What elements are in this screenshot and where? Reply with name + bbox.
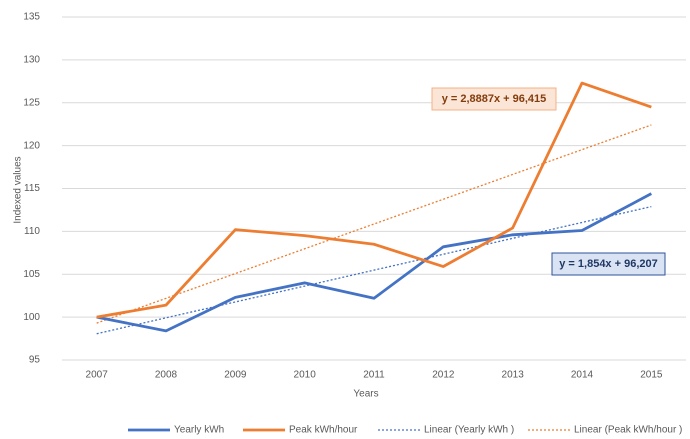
y-tick-label: 115 [24, 183, 40, 194]
series-line [96, 124, 652, 324]
y-tick-label: 95 [29, 355, 41, 366]
y-tick-label: 135 [23, 12, 40, 23]
annotation-box [431, 87, 557, 111]
legend-label: Yearly kWh [174, 425, 224, 436]
y-tick-label: 120 [23, 140, 40, 151]
x-tick-label: 2012 [432, 370, 455, 381]
series-line [96, 205, 652, 335]
x-tick-label: 2009 [224, 370, 247, 381]
legend-label: Peak kWh/hour [289, 425, 358, 436]
x-tick-label: 2015 [640, 370, 663, 381]
y-axis-label: Indexed values [13, 156, 24, 223]
x-tick-label: 2011 [363, 370, 385, 381]
annotation: y = 2,8887x + 96,415 [442, 93, 547, 105]
annotation-box [551, 252, 666, 276]
y-tick-label: 130 [23, 55, 40, 66]
x-axis-label: Years [353, 389, 378, 400]
x-tick-label: 2013 [502, 370, 525, 381]
x-tick-label: 2007 [86, 370, 109, 381]
y-tick-label: 125 [23, 97, 40, 108]
annotation: y = 1,854x + 96,207 [559, 258, 657, 270]
x-tick-label: 2010 [294, 370, 317, 381]
series-line [96, 192, 652, 333]
y-tick-label: 105 [23, 269, 40, 280]
y-tick-label: 100 [23, 312, 40, 323]
x-tick-label: 2008 [155, 370, 178, 381]
y-tick-label: 110 [24, 226, 40, 237]
legend-label: Linear (Peak kWh/hour ) [574, 425, 682, 436]
x-tick-label: 2014 [571, 370, 594, 381]
series-line [96, 81, 652, 319]
legend-label: Linear (Yearly kWh ) [424, 425, 514, 436]
